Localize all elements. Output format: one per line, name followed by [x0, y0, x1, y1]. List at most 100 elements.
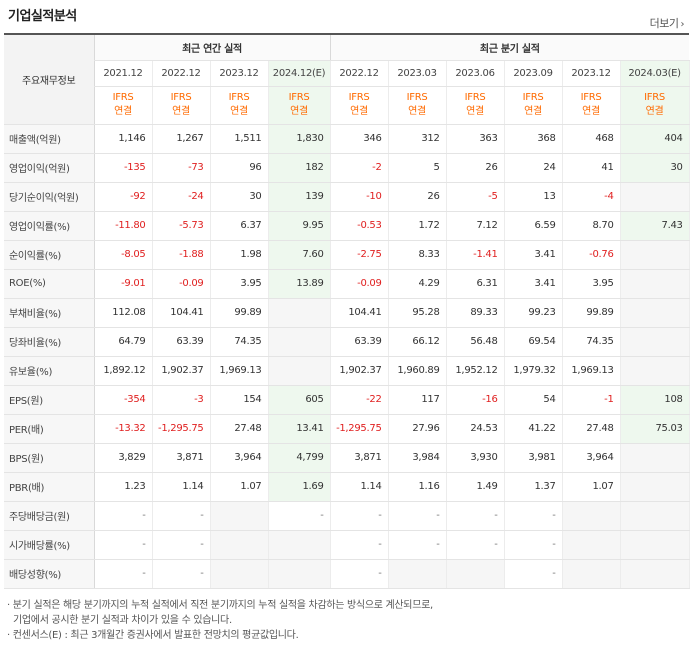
- table-row: 유보율(%) 1,892.12 1,902.37 1,969.13 1,902.37 1,…: [4, 356, 690, 386]
- ifrs-label: IFRS 연결: [446, 86, 505, 125]
- cell-quarter: 1,952.12: [446, 356, 505, 386]
- cell-quarter: [620, 500, 690, 531]
- period-quarter-3: 2023.09: [504, 60, 563, 87]
- cell-quarter: -0.09: [329, 269, 389, 299]
- cell-annual: 182: [268, 153, 331, 183]
- ifrs-bottom: 연결: [645, 106, 664, 117]
- period-annual-2: 2023.12: [210, 60, 269, 87]
- cell-quarter: 346: [329, 124, 389, 154]
- cell-annual: 154: [210, 384, 269, 415]
- footnotes: · 분기 실적은 해당 분기까지의 누적 실적에서 직전 분기까지의 누적 실적…: [7, 598, 433, 643]
- ifrs-label: IFRS 연결: [504, 86, 563, 125]
- row-label: 영업이익(억원): [4, 153, 94, 183]
- cell-quarter: 69.54: [504, 327, 563, 357]
- ifrs-bottom: 연결: [230, 106, 248, 117]
- cell-quarter: -: [504, 530, 563, 560]
- row-label: 영업이익률(%): [4, 210, 94, 241]
- ifrs-label: IFRS 연결: [152, 86, 211, 125]
- cell-quarter: -: [504, 500, 563, 531]
- cell-quarter: [620, 327, 690, 357]
- more-link[interactable]: 더보기 ›: [649, 15, 685, 31]
- row-label: PER(배): [4, 414, 94, 444]
- cell-annual: 1,146: [93, 124, 153, 154]
- cell-quarter: 27.48: [562, 414, 621, 444]
- period-annual-0: 2021.12: [93, 60, 153, 87]
- ifrs-top: IFRS: [112, 92, 134, 103]
- cell-quarter: 41.22: [504, 414, 563, 444]
- cell-quarter: 1.37: [504, 472, 563, 502]
- cell-quarter: [620, 559, 690, 589]
- cell-annual: 3,829: [93, 443, 153, 473]
- ifrs-top: IFRS: [580, 92, 602, 103]
- row-label: 배당성향(%): [4, 559, 94, 589]
- cell-annual: 1.69: [268, 472, 331, 502]
- cell-annual: 104.41: [152, 297, 211, 328]
- cell-quarter: 7.43: [620, 210, 690, 241]
- cell-quarter: 6.31: [446, 269, 505, 299]
- cell-annual: [268, 530, 331, 560]
- cell-annual: -: [93, 530, 153, 560]
- cell-annual: -73: [152, 153, 211, 183]
- cell-annual: [268, 327, 331, 357]
- table-row: BPS(원) 3,829 3,871 3,964 4,799 3,871 3,984 3,93…: [4, 443, 690, 473]
- cell-annual: -24: [152, 182, 211, 212]
- cell-quarter: 75.03: [620, 414, 690, 444]
- cell-quarter: 3,871: [329, 443, 389, 473]
- cell-annual: -3: [152, 384, 211, 415]
- cell-annual: 3,871: [152, 443, 211, 473]
- cell-annual: -: [93, 559, 153, 589]
- financial-table: 주요재무정보 최근 연간 실적 최근 분기 실적 2021.12 2022.12 2023…: [4, 33, 690, 589]
- cell-annual: 99.89: [210, 297, 269, 328]
- more-label: 더보기: [649, 17, 679, 30]
- ifrs-top: IFRS: [464, 92, 486, 103]
- cell-quarter: 404: [620, 124, 690, 154]
- cell-quarter: -: [329, 559, 389, 589]
- cell-quarter: [562, 500, 621, 531]
- cell-quarter: 312: [388, 124, 447, 154]
- cell-quarter: 89.33: [446, 297, 505, 328]
- cell-quarter: 99.23: [504, 297, 563, 328]
- cell-annual: -5.73: [152, 210, 211, 241]
- row-title-header: 주요재무정보: [4, 33, 94, 125]
- cell-annual: 112.08: [93, 297, 153, 328]
- period-quarter-4: 2023.12: [562, 60, 621, 87]
- row-label: 주당배당금(원): [4, 500, 94, 531]
- table-row: PER(배) -13.32 -1,295.75 27.48 13.41 -1,295.75…: [4, 414, 690, 444]
- cell-annual: 1,267: [152, 124, 211, 154]
- cell-quarter: -1.41: [446, 240, 505, 270]
- cell-annual: 7.60: [268, 240, 331, 270]
- cell-quarter: [620, 182, 690, 212]
- cell-quarter: 54: [504, 384, 563, 415]
- cell-annual: -1.88: [152, 240, 211, 270]
- cell-annual: -354: [93, 384, 153, 415]
- table-row: EPS(원) -354 -3 154 605 -22 117 -16 54 -1 108: [4, 384, 690, 415]
- ifrs-bottom: 연결: [350, 106, 368, 117]
- ifrs-label: IFRS 연결: [210, 86, 269, 125]
- cell-quarter: 99.89: [562, 297, 621, 328]
- cell-quarter: 5: [388, 153, 447, 183]
- cell-quarter: 30: [620, 153, 690, 183]
- cell-annual: 9.95: [268, 210, 331, 241]
- ifrs-bottom: 연결: [172, 106, 190, 117]
- period-annual-3: 2024.12(E): [268, 60, 331, 87]
- cell-quarter: 56.48: [446, 327, 505, 357]
- ifrs-top: IFRS: [406, 92, 428, 103]
- cell-quarter: -: [446, 530, 505, 560]
- table-row: 당좌비율(%) 64.79 63.39 74.35 63.39 66.12 56.48 69.…: [4, 327, 690, 357]
- row-label: 부채비율(%): [4, 297, 94, 328]
- cell-quarter: [562, 559, 621, 589]
- cell-quarter: [620, 297, 690, 328]
- cell-quarter: [620, 240, 690, 270]
- cell-annual: [210, 530, 269, 560]
- table-row: ROE(%) -9.01 -0.09 3.95 13.89 -0.09 4.29 6.31 3.…: [4, 269, 690, 299]
- ifrs-label: IFRS 연결: [620, 86, 690, 125]
- ifrs-top: IFRS: [522, 92, 544, 103]
- footnote-2: · 컨센서스(E) : 최근 3개월간 증권사에서 발표한 전망치의 평균값입니…: [7, 630, 299, 641]
- cell-quarter: -: [329, 500, 389, 531]
- cell-annual: -0.09: [152, 269, 211, 299]
- cell-quarter: -16: [446, 384, 505, 415]
- table-row: 당기순이익(억원) -92 -24 30 139 -10 26 -5 13 -4: [4, 182, 690, 212]
- cell-quarter: -2: [329, 153, 389, 183]
- ifrs-top: IFRS: [288, 92, 310, 103]
